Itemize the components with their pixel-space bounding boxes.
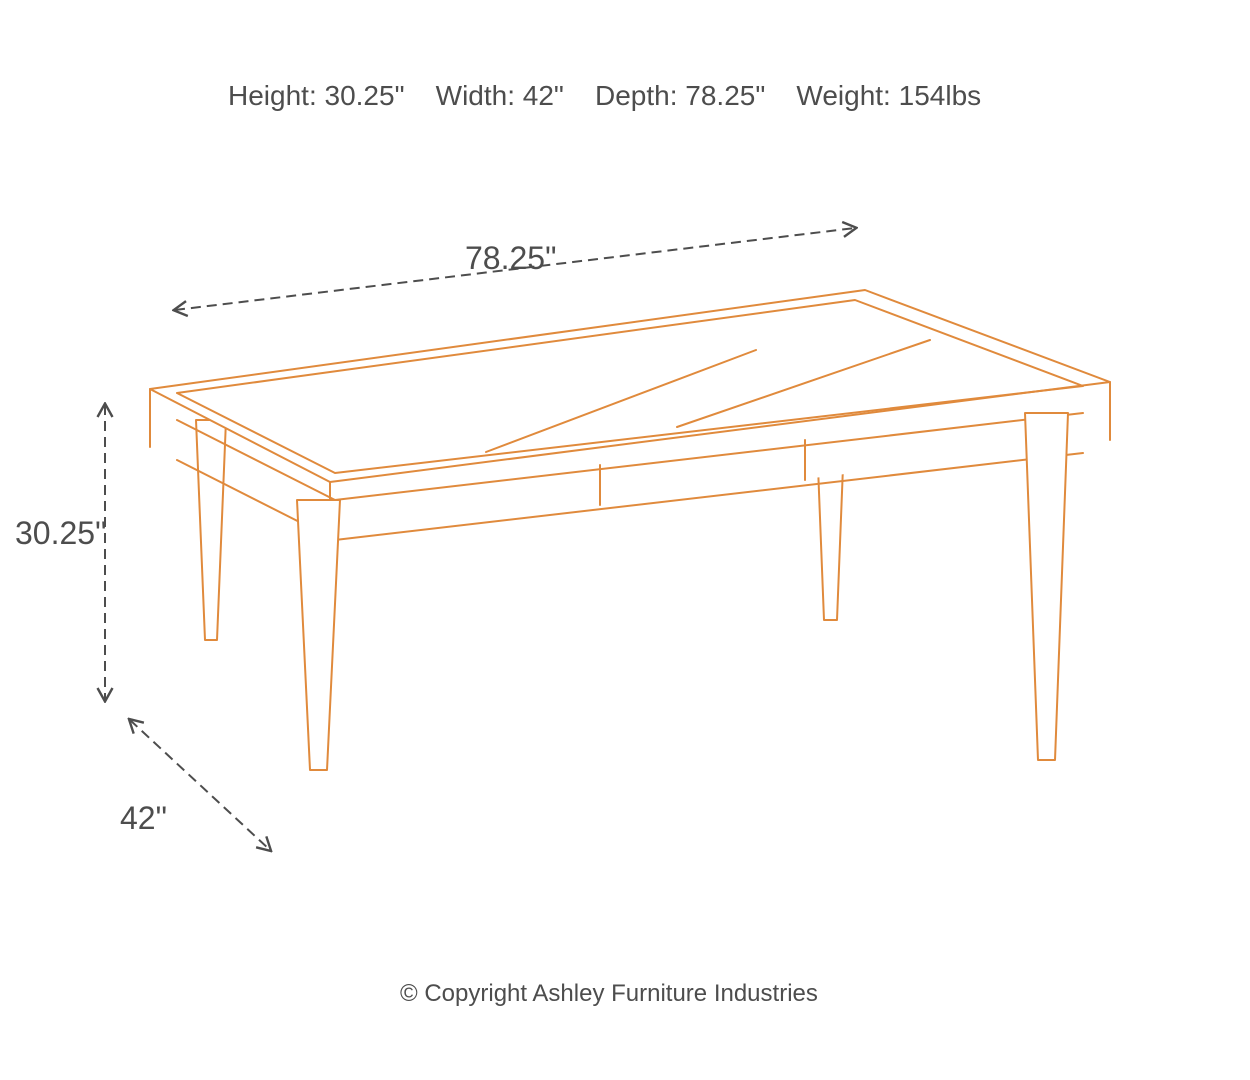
table-outline (150, 290, 1110, 770)
width-dimension-label: 42" (120, 800, 167, 837)
height-dimension-label: 30.25" (15, 515, 106, 552)
spec-width-label: Width: (436, 80, 515, 111)
spec-weight-value: 154lbs (899, 80, 982, 111)
dimension-drawing (0, 0, 1250, 1080)
spec-height-value: 30.25" (325, 80, 405, 111)
spec-weight-label: Weight: (796, 80, 890, 111)
spec-height-label: Height: (228, 80, 317, 111)
spec-depth-value: 78.25" (685, 80, 765, 111)
spec-line: Height: 30.25" Width: 42" Depth: 78.25" … (228, 80, 981, 112)
spec-width-value: 42" (523, 80, 564, 111)
copyright-text: © Copyright Ashley Furniture Industries (400, 980, 818, 1008)
depth-dimension-label: 78.25" (465, 240, 556, 277)
spec-depth-label: Depth: (595, 80, 678, 111)
diagram-canvas: Height: 30.25" Width: 42" Depth: 78.25" … (0, 0, 1250, 1080)
